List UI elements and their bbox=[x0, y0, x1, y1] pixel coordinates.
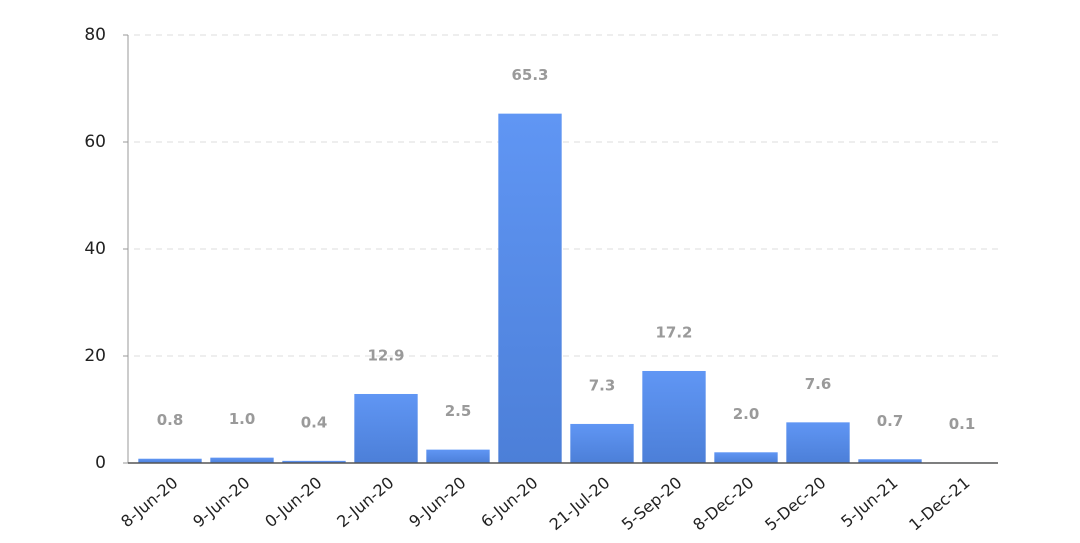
y-tick-label: 20 bbox=[84, 346, 106, 366]
value-label: 7.3 bbox=[589, 376, 616, 394]
bar bbox=[858, 459, 922, 463]
bar bbox=[426, 449, 490, 463]
bar bbox=[570, 423, 634, 463]
x-tick-label: 0-Jun-20 bbox=[261, 473, 325, 531]
x-tick-label: 9-Jun-20 bbox=[405, 473, 469, 531]
bar bbox=[354, 393, 418, 463]
value-label: 12.9 bbox=[367, 346, 404, 364]
y-tick-label: 0 bbox=[95, 453, 106, 473]
x-tick-label: 6-Jun-20 bbox=[477, 473, 541, 531]
bar bbox=[642, 370, 706, 463]
bar bbox=[786, 422, 850, 463]
value-label: 7.6 bbox=[805, 375, 832, 393]
value-label: 17.2 bbox=[655, 323, 692, 341]
y-tick-label: 40 bbox=[84, 239, 106, 259]
x-tick-label: 8-Jun-20 bbox=[117, 473, 181, 531]
bar bbox=[138, 458, 202, 463]
bar bbox=[714, 452, 778, 463]
bar bbox=[210, 457, 274, 463]
value-label: 2.0 bbox=[733, 405, 760, 423]
value-label: 2.5 bbox=[445, 402, 472, 420]
value-label: 0.4 bbox=[301, 413, 328, 431]
x-tick-label: 5-Jun-21 bbox=[837, 473, 901, 531]
value-label: 0.7 bbox=[877, 412, 904, 430]
x-tick-label: 5-Sep-20 bbox=[618, 473, 686, 534]
bar bbox=[498, 113, 562, 464]
x-tick-label: 9-Jun-20 bbox=[189, 473, 253, 531]
value-label: 1.0 bbox=[229, 410, 256, 428]
x-tick-label: 1-Dec-21 bbox=[905, 473, 973, 535]
bar bbox=[282, 460, 346, 463]
x-tick-label: 5-Dec-20 bbox=[761, 473, 829, 535]
x-tick-label: 21-Jul-20 bbox=[546, 473, 614, 534]
y-tick-label: 60 bbox=[84, 132, 106, 152]
x-tick-label: 8-Dec-20 bbox=[689, 473, 757, 535]
value-label: 65.3 bbox=[511, 66, 548, 84]
value-label: 0.8 bbox=[157, 411, 184, 429]
x-tick-label: 2-Jun-20 bbox=[333, 473, 397, 531]
y-tick-label: 80 bbox=[84, 25, 106, 45]
value-label: 0.1 bbox=[949, 415, 976, 433]
